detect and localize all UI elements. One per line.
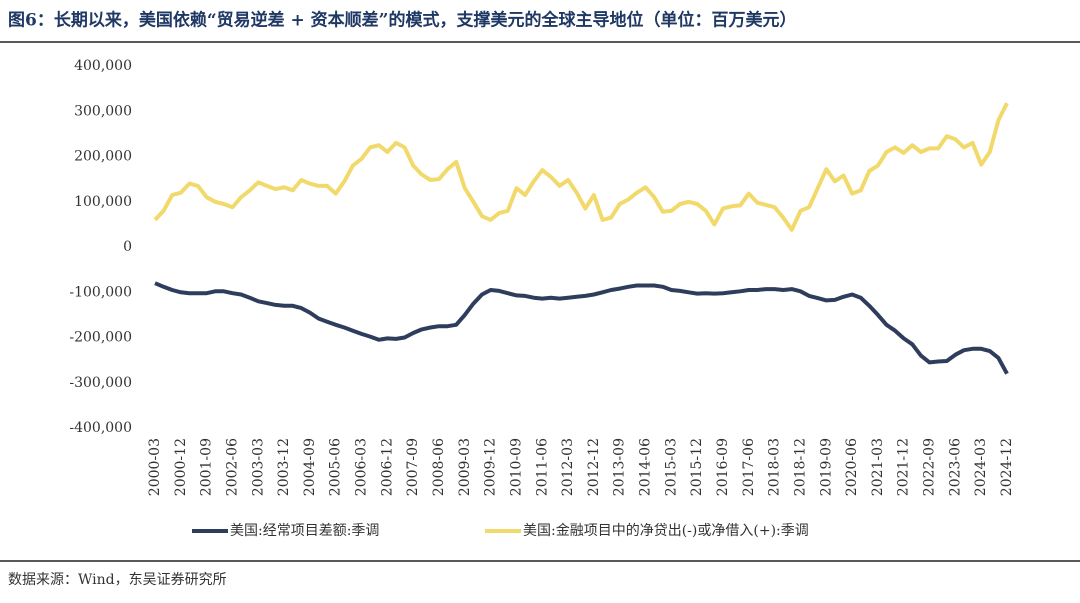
x-tick-label: 2003-03 [250, 438, 266, 496]
x-tick-label: 2000-03 [147, 438, 163, 496]
x-tick-label: 2010-09 [508, 438, 524, 496]
y-tick-label: -200,000 [69, 330, 132, 346]
x-tick-label: 2012-03 [560, 438, 576, 496]
x-tick-label: 2022-09 [922, 438, 938, 496]
y-tick-label: 200,000 [74, 149, 132, 165]
x-tick-label: 2000-12 [173, 438, 189, 496]
y-tick-label: 100,000 [74, 194, 132, 210]
x-tick-label: 2009-12 [483, 438, 499, 496]
x-tick-label: 2001-09 [199, 438, 215, 496]
x-tick-label: 2019-09 [818, 438, 834, 496]
y-tick-label: 300,000 [74, 103, 132, 119]
x-tick-label: 2009-03 [457, 438, 473, 496]
y-tick-label: -100,000 [69, 284, 132, 300]
x-tick-label: 2020-06 [844, 438, 860, 496]
x-tick-label: 2021-03 [870, 438, 886, 496]
x-tick-label: 2016-09 [715, 438, 731, 496]
x-tick-label: 2003-12 [276, 438, 292, 496]
x-tick-label: 2018-12 [792, 438, 808, 496]
x-tick-label: 2014-06 [638, 438, 654, 496]
legend-label: 美国:金融项目中的净贷出(-)或净借入(+):季调 [523, 523, 809, 539]
x-tick-label: 2004-09 [302, 438, 318, 496]
x-tick-label: 2006-12 [379, 438, 395, 496]
x-tick-label: 2024-03 [973, 438, 989, 496]
legend-label: 美国:经常项目差额:季调 [230, 523, 379, 539]
x-tick-label: 2023-06 [947, 438, 963, 496]
chart-title: 图6：长期以来，美国依赖“贸易逆差 + 资本顺差”的模式，支撑美元的全球主导地位… [8, 10, 796, 31]
y-tick-label: -400,000 [69, 420, 132, 436]
y-tick-label: 400,000 [74, 58, 132, 74]
x-tick-label: 2015-12 [689, 438, 705, 496]
source: 数据来源：Wind，东吴证券研究所 [8, 572, 227, 588]
x-tick-label: 2006-03 [354, 438, 370, 496]
x-tick-label: 2012-12 [586, 438, 602, 496]
series-line [153, 102, 1009, 232]
x-tick-label: 2008-06 [431, 438, 447, 496]
x-tick-label: 2018-03 [767, 438, 783, 496]
x-tick-label: 2011-06 [534, 438, 550, 496]
x-tick-label: 2002-06 [224, 438, 240, 496]
y-tick-label: -300,000 [69, 375, 132, 391]
x-tick-label: 2017-06 [741, 438, 757, 496]
x-tick-label: 2013-09 [612, 438, 628, 496]
x-tick-label: 2015-03 [663, 438, 679, 496]
x-tick-label: 2005-06 [328, 438, 344, 496]
x-tick-label: 2021-12 [896, 438, 912, 496]
x-tick-label: 2007-09 [405, 438, 421, 496]
x-tick-label: 2024-12 [999, 438, 1015, 496]
y-tick-label: 0 [123, 239, 132, 255]
series-line [154, 281, 1009, 375]
